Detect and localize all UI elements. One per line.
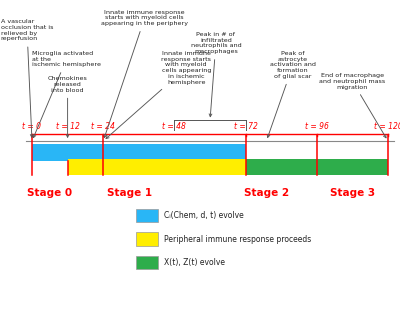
Text: t = 24: t = 24 bbox=[91, 122, 115, 131]
Text: t = 12: t = 12 bbox=[56, 122, 80, 131]
Text: t = 96: t = 96 bbox=[305, 122, 329, 131]
Text: Chemokines
released
into blood: Chemokines released into blood bbox=[48, 76, 88, 137]
Text: Stage 2: Stage 2 bbox=[244, 188, 289, 198]
Bar bbox=[246, 158, 388, 175]
Text: End of macrophage
and neutrophil mass
migration: End of macrophage and neutrophil mass mi… bbox=[319, 73, 386, 138]
Text: Microglia activated
at the
ischemic hemisphere: Microglia activated at the ischemic hemi… bbox=[32, 51, 101, 138]
Text: t = 0: t = 0 bbox=[22, 122, 42, 131]
Bar bbox=[136, 209, 158, 222]
Text: Peak in # of
infiltrated
neutrophils and
macrophages: Peak in # of infiltrated neutrophils and… bbox=[190, 32, 241, 117]
Text: t = 120: t = 120 bbox=[374, 122, 400, 131]
Bar bbox=[32, 144, 246, 161]
Bar bbox=[136, 256, 158, 269]
Bar bbox=[68, 158, 317, 175]
Text: Innate immune
response starts
with myeloid
cells appearing
in ischemic
hemispher: Innate immune response starts with myelo… bbox=[106, 51, 211, 139]
Bar bbox=[136, 232, 158, 246]
Text: Peak of
astrocyte
activation and
formation
of glial scar: Peak of astrocyte activation and formati… bbox=[267, 51, 316, 138]
Text: Stage 3: Stage 3 bbox=[330, 188, 375, 198]
Text: X(t), Z(t) evolve: X(t), Z(t) evolve bbox=[164, 258, 225, 267]
Text: Innate immune response
starts with myeloid cells
appearing in the periphery: Innate immune response starts with myelo… bbox=[101, 10, 188, 138]
Text: t = 72: t = 72 bbox=[234, 122, 258, 131]
Text: Peripheral immune response proceeds: Peripheral immune response proceeds bbox=[164, 235, 311, 243]
Text: A vascular
occlusion that is
relieved by
reperfusion: A vascular occlusion that is relieved by… bbox=[1, 19, 53, 137]
Text: t = 48: t = 48 bbox=[162, 122, 186, 131]
Text: Stage 0: Stage 0 bbox=[27, 188, 72, 198]
Text: Stage 1: Stage 1 bbox=[107, 188, 152, 198]
Text: Cᵢ(Chem, d, t) evolve: Cᵢ(Chem, d, t) evolve bbox=[164, 211, 244, 220]
